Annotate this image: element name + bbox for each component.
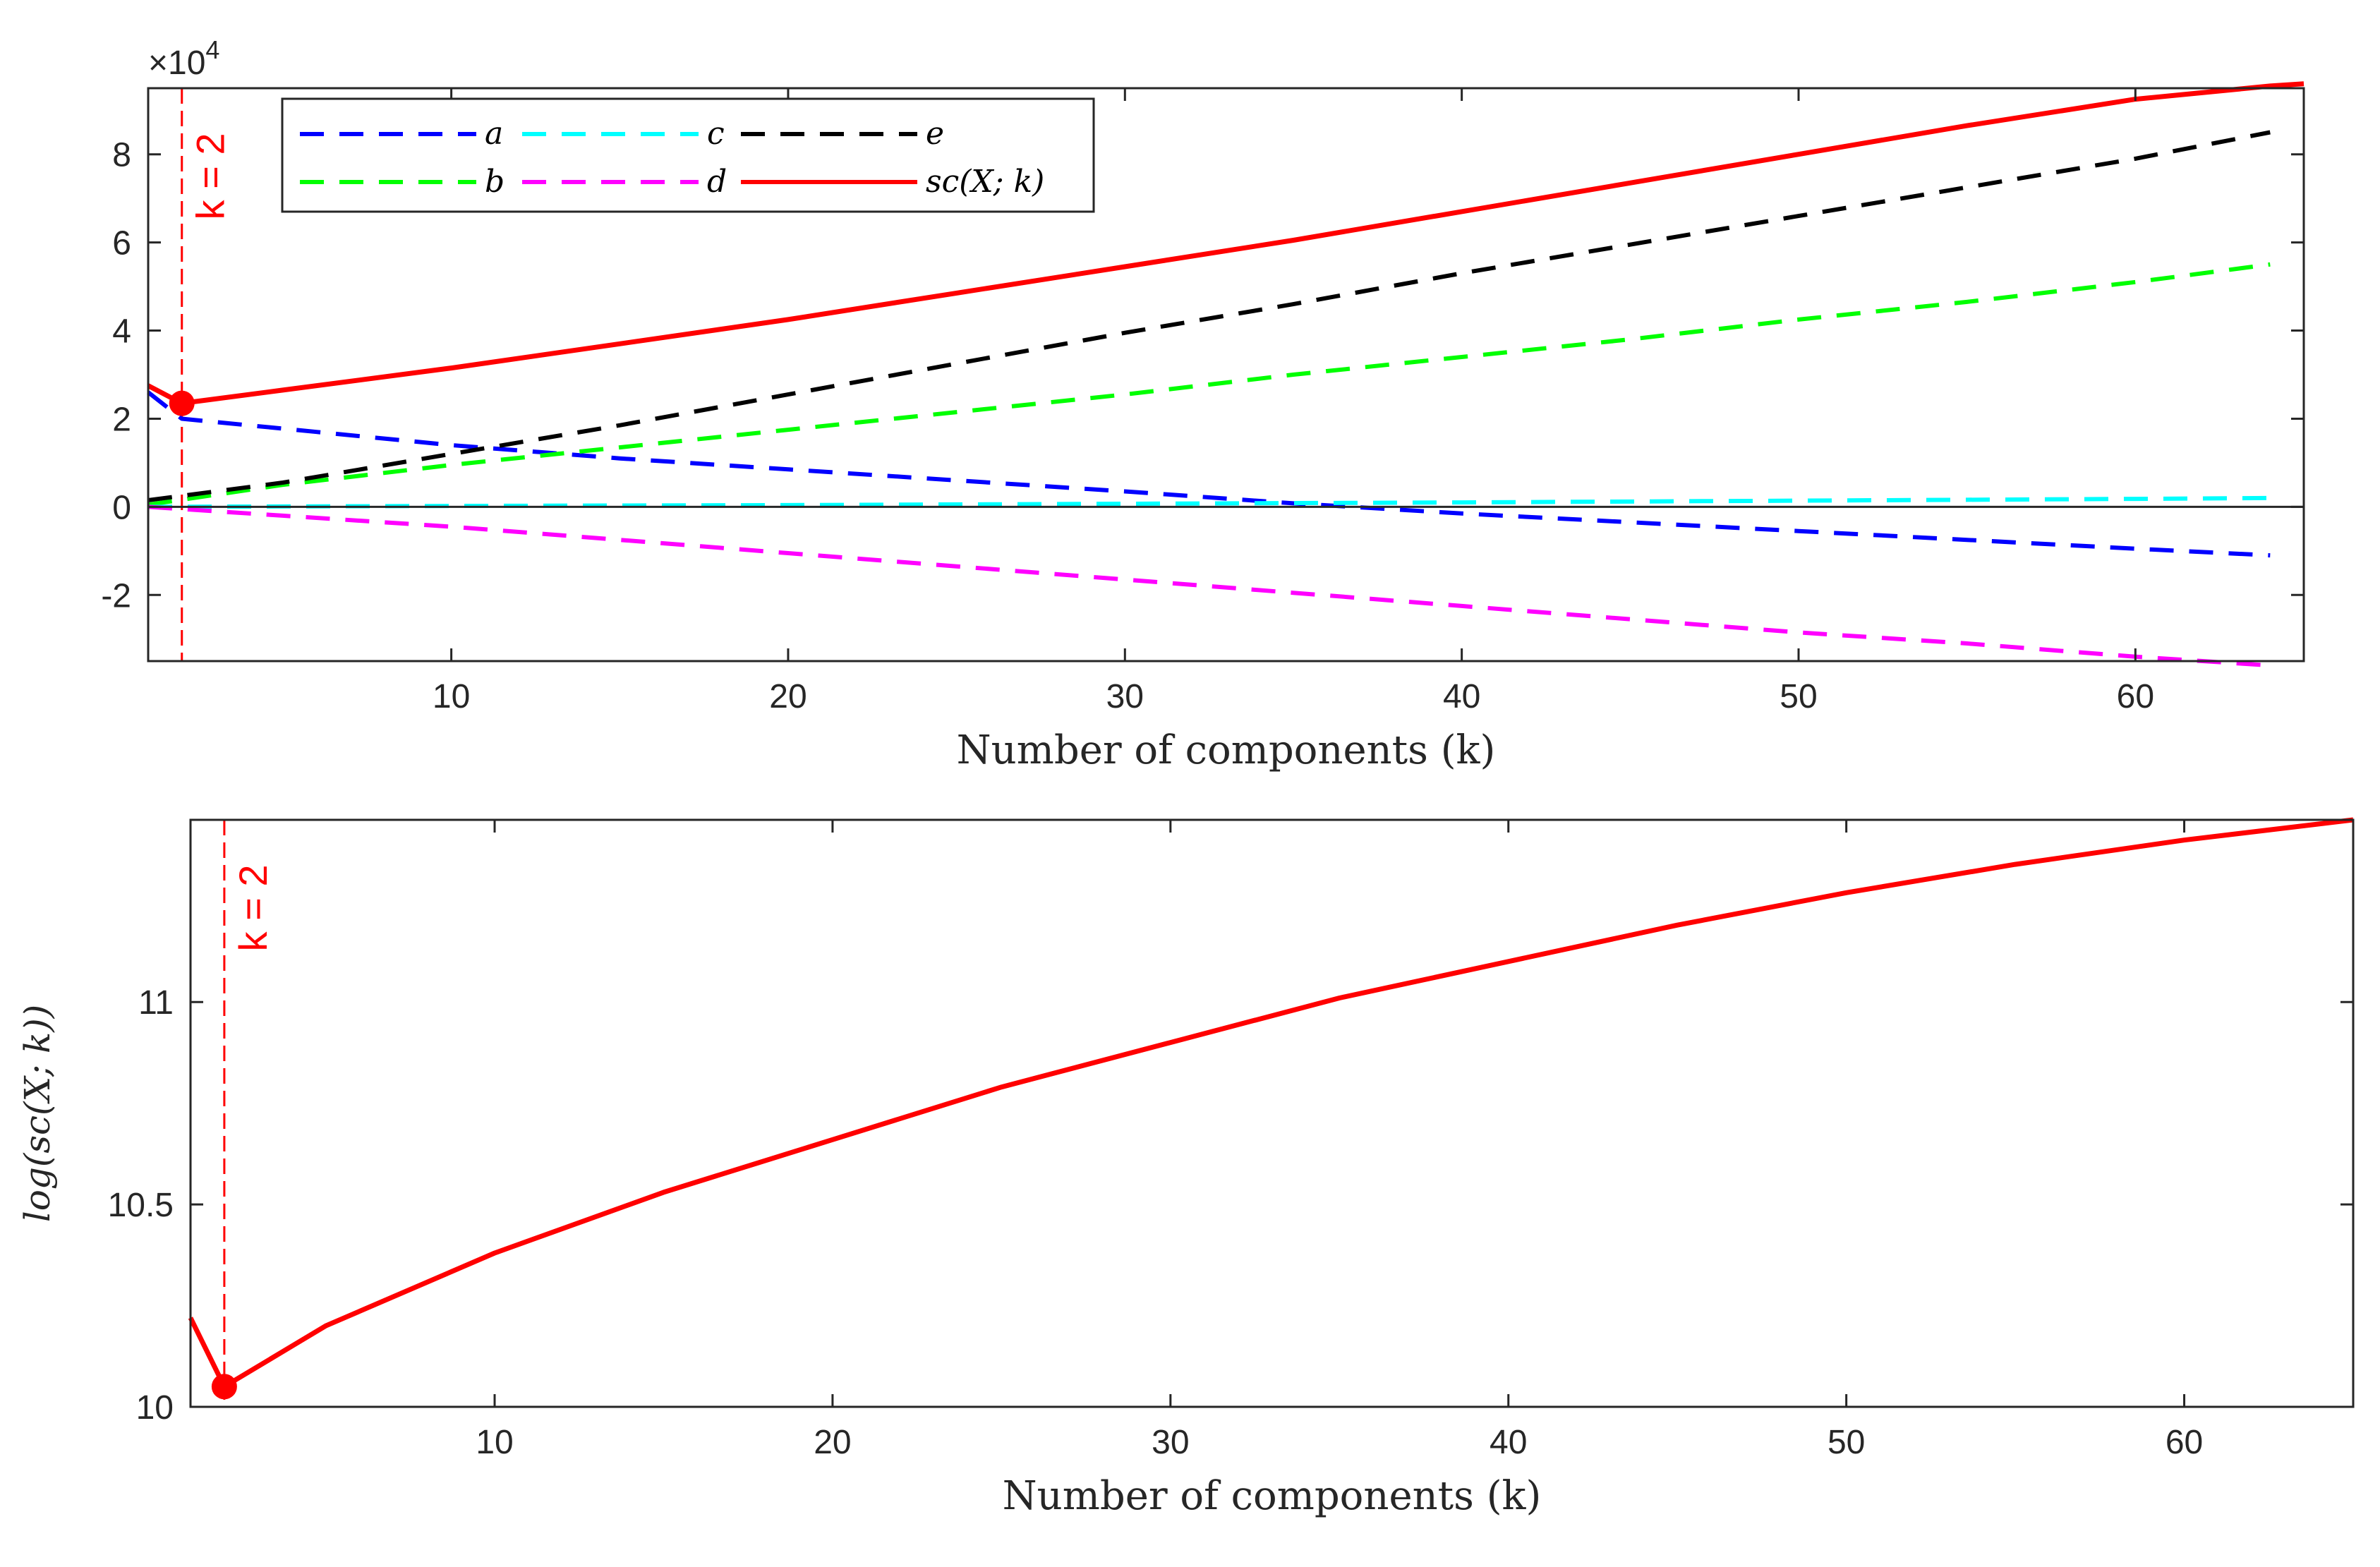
bottom-xtick-label: 10 <box>476 1424 513 1461</box>
top-ytick-label: -2 <box>101 577 131 615</box>
bottom-ytick-label: 10 <box>136 1389 174 1427</box>
top-ytick-label: 0 <box>112 489 131 526</box>
bottom-xtick-label: 40 <box>1490 1424 1527 1461</box>
top-xtick-label: 20 <box>769 678 807 715</box>
bottom-axes-box <box>189 818 2355 1408</box>
top-xtick-label: 10 <box>433 678 470 715</box>
top-ytick-label: 6 <box>112 225 131 262</box>
legend-label-a: a <box>485 116 503 152</box>
top-xtick-label: 50 <box>1780 678 1817 715</box>
bottom-k-annotation: k = 2 <box>231 865 275 952</box>
top-y-multiplier: ×104 <box>148 35 219 82</box>
bottom-x-axis-label: Number of components (k) <box>1003 1473 1542 1519</box>
top-legend: ab cd e sc(X; k) <box>281 97 1095 213</box>
legend-label-e: e <box>926 116 944 152</box>
legend-label-c: c <box>707 116 725 152</box>
bottom-xtick-label: 50 <box>1828 1424 1865 1461</box>
legend-label-sc: sc(X; k) <box>926 164 1044 200</box>
top-xtick-label: 60 <box>2117 678 2154 715</box>
top-xtick-label: 30 <box>1106 678 1144 715</box>
bottom-xtick-label: 20 <box>814 1424 851 1461</box>
top-panel: 10 20 30 40 50 60 -2 0 2 4 6 8 Number of components… <box>101 35 2305 773</box>
top-series-e <box>147 130 2271 502</box>
top-xtick-label: 40 <box>1443 678 1480 715</box>
bottom-y-axis-label: log(sc(X; k)) <box>17 1005 58 1222</box>
legend-box <box>281 97 1095 213</box>
bottom-series-log-sc <box>188 817 2354 1389</box>
top-ytick-label: 2 <box>112 401 131 438</box>
top-x-axis-label: Number of components (k) <box>957 727 1496 773</box>
bottom-panel: 10 20 30 40 50 60 10 10.5 11 Number of component… <box>17 817 2355 1519</box>
legend-label-b: b <box>485 164 505 200</box>
bottom-min-marker <box>211 1374 237 1400</box>
bottom-xtick-label: 60 <box>2165 1424 2203 1461</box>
top-series-a <box>147 390 2271 558</box>
bottom-ytick-label: 11 <box>138 984 174 1022</box>
top-k-annotation: k = 2 <box>188 133 233 220</box>
bottom-ytick-label: 10.5 <box>108 1187 174 1224</box>
bottom-xtick-label: 30 <box>1152 1424 1189 1461</box>
top-ytick-label: 4 <box>112 313 131 351</box>
top-min-marker <box>169 390 195 416</box>
top-axes-box <box>147 87 2305 663</box>
top-series-sc <box>147 81 2305 406</box>
top-series-d <box>147 504 2271 668</box>
top-ytick-label: 8 <box>112 137 131 174</box>
legend-label-d: d <box>707 164 727 200</box>
top-series-b <box>147 262 2271 507</box>
